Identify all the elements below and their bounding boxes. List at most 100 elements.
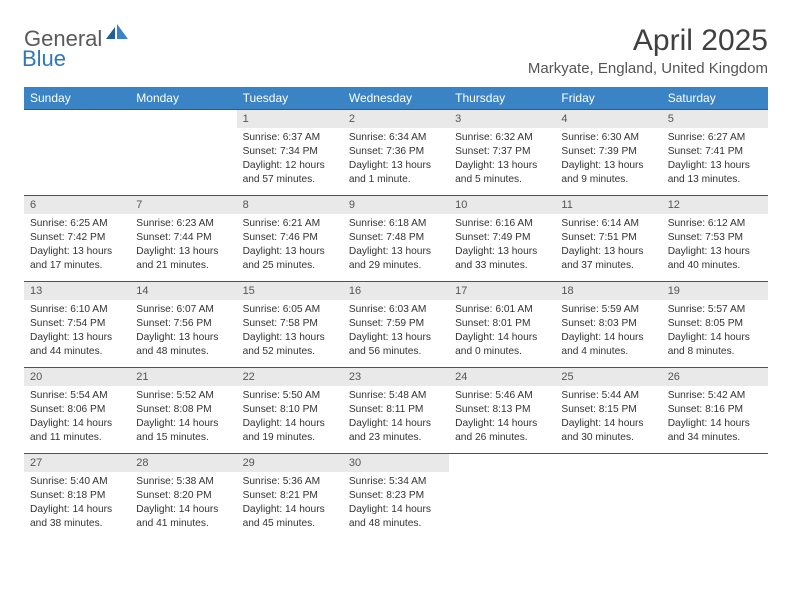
day-line-d1: Daylight: 13 hours: [561, 159, 655, 173]
day-cell: [24, 110, 130, 196]
day-body: Sunrise: 6:37 AMSunset: 7:34 PMDaylight:…: [237, 128, 343, 190]
day-number: 1: [237, 110, 343, 128]
day-header: Sunday: [24, 87, 130, 110]
day-body: Sunrise: 5:34 AMSunset: 8:23 PMDaylight:…: [343, 472, 449, 534]
day-body: Sunrise: 5:59 AMSunset: 8:03 PMDaylight:…: [555, 300, 661, 362]
day-line-ss: Sunset: 7:39 PM: [561, 145, 655, 159]
day-body: Sunrise: 5:54 AMSunset: 8:06 PMDaylight:…: [24, 386, 130, 448]
day-line-d2: and 11 minutes.: [30, 431, 124, 445]
day-line-sr: Sunrise: 6:01 AM: [455, 303, 549, 317]
day-line-sr: Sunrise: 6:18 AM: [349, 217, 443, 231]
day-line-sr: Sunrise: 6:34 AM: [349, 131, 443, 145]
day-body: Sunrise: 6:01 AMSunset: 8:01 PMDaylight:…: [449, 300, 555, 362]
day-number: 17: [449, 282, 555, 300]
day-cell: 16Sunrise: 6:03 AMSunset: 7:59 PMDayligh…: [343, 282, 449, 368]
day-line-d2: and 48 minutes.: [349, 517, 443, 531]
day-line-sr: Sunrise: 5:50 AM: [243, 389, 337, 403]
day-line-d2: and 9 minutes.: [561, 173, 655, 187]
day-line-d1: Daylight: 13 hours: [349, 245, 443, 259]
day-line-d1: Daylight: 14 hours: [455, 417, 549, 431]
day-number: 8: [237, 196, 343, 214]
day-line-sr: Sunrise: 6:07 AM: [136, 303, 230, 317]
day-line-d2: and 23 minutes.: [349, 431, 443, 445]
day-line-d1: Daylight: 14 hours: [136, 417, 230, 431]
day-body: Sunrise: 6:16 AMSunset: 7:49 PMDaylight:…: [449, 214, 555, 276]
day-line-d2: and 21 minutes.: [136, 259, 230, 273]
day-body: Sunrise: 6:27 AMSunset: 7:41 PMDaylight:…: [662, 128, 768, 190]
day-number: 13: [24, 282, 130, 300]
day-line-sr: Sunrise: 5:59 AM: [561, 303, 655, 317]
day-cell: 18Sunrise: 5:59 AMSunset: 8:03 PMDayligh…: [555, 282, 661, 368]
day-cell: 10Sunrise: 6:16 AMSunset: 7:49 PMDayligh…: [449, 196, 555, 282]
day-line-d2: and 17 minutes.: [30, 259, 124, 273]
day-cell: [555, 454, 661, 540]
day-line-d2: and 29 minutes.: [349, 259, 443, 273]
day-line-ss: Sunset: 8:18 PM: [30, 489, 124, 503]
day-line-sr: Sunrise: 6:10 AM: [30, 303, 124, 317]
day-body: Sunrise: 5:57 AMSunset: 8:05 PMDaylight:…: [662, 300, 768, 362]
day-number: 10: [449, 196, 555, 214]
day-header: Wednesday: [343, 87, 449, 110]
day-line-sr: Sunrise: 5:57 AM: [668, 303, 762, 317]
day-cell: 20Sunrise: 5:54 AMSunset: 8:06 PMDayligh…: [24, 368, 130, 454]
day-line-d2: and 37 minutes.: [561, 259, 655, 273]
day-line-ss: Sunset: 7:58 PM: [243, 317, 337, 331]
day-line-ss: Sunset: 7:59 PM: [349, 317, 443, 331]
day-line-sr: Sunrise: 6:27 AM: [668, 131, 762, 145]
day-cell: 5Sunrise: 6:27 AMSunset: 7:41 PMDaylight…: [662, 110, 768, 196]
day-line-ss: Sunset: 7:51 PM: [561, 231, 655, 245]
day-number: 21: [130, 368, 236, 386]
day-line-d2: and 13 minutes.: [668, 173, 762, 187]
day-body: Sunrise: 6:14 AMSunset: 7:51 PMDaylight:…: [555, 214, 661, 276]
day-number: 18: [555, 282, 661, 300]
week-row: 20Sunrise: 5:54 AMSunset: 8:06 PMDayligh…: [24, 368, 768, 454]
day-line-ss: Sunset: 8:10 PM: [243, 403, 337, 417]
day-cell: 15Sunrise: 6:05 AMSunset: 7:58 PMDayligh…: [237, 282, 343, 368]
day-line-d2: and 48 minutes.: [136, 345, 230, 359]
day-line-ss: Sunset: 8:23 PM: [349, 489, 443, 503]
day-cell: 12Sunrise: 6:12 AMSunset: 7:53 PMDayligh…: [662, 196, 768, 282]
day-line-ss: Sunset: 7:36 PM: [349, 145, 443, 159]
day-body: Sunrise: 6:25 AMSunset: 7:42 PMDaylight:…: [24, 214, 130, 276]
day-body: Sunrise: 5:36 AMSunset: 8:21 PMDaylight:…: [237, 472, 343, 534]
day-line-d1: Daylight: 13 hours: [349, 159, 443, 173]
day-line-d2: and 15 minutes.: [136, 431, 230, 445]
day-cell: 28Sunrise: 5:38 AMSunset: 8:20 PMDayligh…: [130, 454, 236, 540]
day-line-d1: Daylight: 14 hours: [30, 417, 124, 431]
week-row: 6Sunrise: 6:25 AMSunset: 7:42 PMDaylight…: [24, 196, 768, 282]
day-line-sr: Sunrise: 6:30 AM: [561, 131, 655, 145]
day-line-d2: and 4 minutes.: [561, 345, 655, 359]
day-cell: 7Sunrise: 6:23 AMSunset: 7:44 PMDaylight…: [130, 196, 236, 282]
day-line-d1: Daylight: 14 hours: [243, 417, 337, 431]
day-line-d2: and 8 minutes.: [668, 345, 762, 359]
day-number: 30: [343, 454, 449, 472]
day-line-ss: Sunset: 7:44 PM: [136, 231, 230, 245]
location-text: Markyate, England, United Kingdom: [528, 60, 768, 77]
day-body: Sunrise: 5:52 AMSunset: 8:08 PMDaylight:…: [130, 386, 236, 448]
day-line-sr: Sunrise: 5:38 AM: [136, 475, 230, 489]
day-line-d1: Daylight: 13 hours: [243, 245, 337, 259]
day-line-d1: Daylight: 13 hours: [668, 159, 762, 173]
day-cell: 17Sunrise: 6:01 AMSunset: 8:01 PMDayligh…: [449, 282, 555, 368]
day-line-sr: Sunrise: 5:46 AM: [455, 389, 549, 403]
day-line-sr: Sunrise: 6:14 AM: [561, 217, 655, 231]
day-cell: 24Sunrise: 5:46 AMSunset: 8:13 PMDayligh…: [449, 368, 555, 454]
day-line-sr: Sunrise: 6:25 AM: [30, 217, 124, 231]
day-cell: 14Sunrise: 6:07 AMSunset: 7:56 PMDayligh…: [130, 282, 236, 368]
day-line-d1: Daylight: 13 hours: [30, 331, 124, 345]
day-line-d1: Daylight: 14 hours: [243, 503, 337, 517]
day-cell: 8Sunrise: 6:21 AMSunset: 7:46 PMDaylight…: [237, 196, 343, 282]
month-title: April 2025: [528, 24, 768, 58]
day-line-sr: Sunrise: 5:40 AM: [30, 475, 124, 489]
day-line-ss: Sunset: 7:56 PM: [136, 317, 230, 331]
day-cell: [130, 110, 236, 196]
day-header: Saturday: [662, 87, 768, 110]
day-body: Sunrise: 6:34 AMSunset: 7:36 PMDaylight:…: [343, 128, 449, 190]
day-number: 12: [662, 196, 768, 214]
day-body: Sunrise: 5:44 AMSunset: 8:15 PMDaylight:…: [555, 386, 661, 448]
day-number: 29: [237, 454, 343, 472]
day-cell: 13Sunrise: 6:10 AMSunset: 7:54 PMDayligh…: [24, 282, 130, 368]
logo-sail-icon: [106, 24, 128, 45]
day-line-sr: Sunrise: 5:48 AM: [349, 389, 443, 403]
day-body: Sunrise: 5:46 AMSunset: 8:13 PMDaylight:…: [449, 386, 555, 448]
